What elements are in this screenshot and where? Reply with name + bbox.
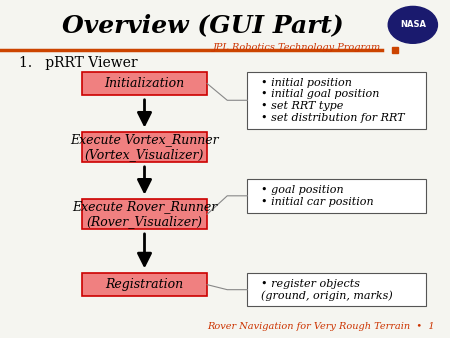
FancyBboxPatch shape bbox=[82, 132, 207, 162]
Text: Execute Vortex_Runner
(Vortex_Visualizer): Execute Vortex_Runner (Vortex_Visualizer… bbox=[70, 133, 219, 161]
Text: Registration: Registration bbox=[105, 278, 184, 291]
Text: Execute Rover_Runner
(Rover_Visualizer): Execute Rover_Runner (Rover_Visualizer) bbox=[72, 200, 217, 228]
Text: • initial position
• initial goal position
• set RRT type
• set distribution for: • initial position • initial goal positi… bbox=[261, 78, 404, 123]
FancyBboxPatch shape bbox=[248, 72, 426, 129]
FancyBboxPatch shape bbox=[82, 199, 207, 230]
Text: Initialization: Initialization bbox=[104, 77, 184, 90]
Text: • register objects
(ground, origin, marks): • register objects (ground, origin, mark… bbox=[261, 279, 392, 301]
Text: 1.   pRRT Viewer: 1. pRRT Viewer bbox=[19, 56, 138, 70]
FancyBboxPatch shape bbox=[248, 273, 426, 307]
Text: JPL Robotics Technology Program: JPL Robotics Technology Program bbox=[212, 43, 381, 52]
Text: NASA: NASA bbox=[400, 20, 426, 29]
Text: Rover Navigation for Very Rough Terrain  •  1: Rover Navigation for Very Rough Terrain … bbox=[207, 322, 435, 331]
Text: • goal position
• initial car position: • goal position • initial car position bbox=[261, 185, 374, 207]
Text: Overview (GUI Part): Overview (GUI Part) bbox=[62, 13, 343, 37]
FancyBboxPatch shape bbox=[82, 72, 207, 95]
FancyBboxPatch shape bbox=[248, 179, 426, 213]
FancyBboxPatch shape bbox=[82, 273, 207, 296]
Circle shape bbox=[388, 6, 437, 43]
